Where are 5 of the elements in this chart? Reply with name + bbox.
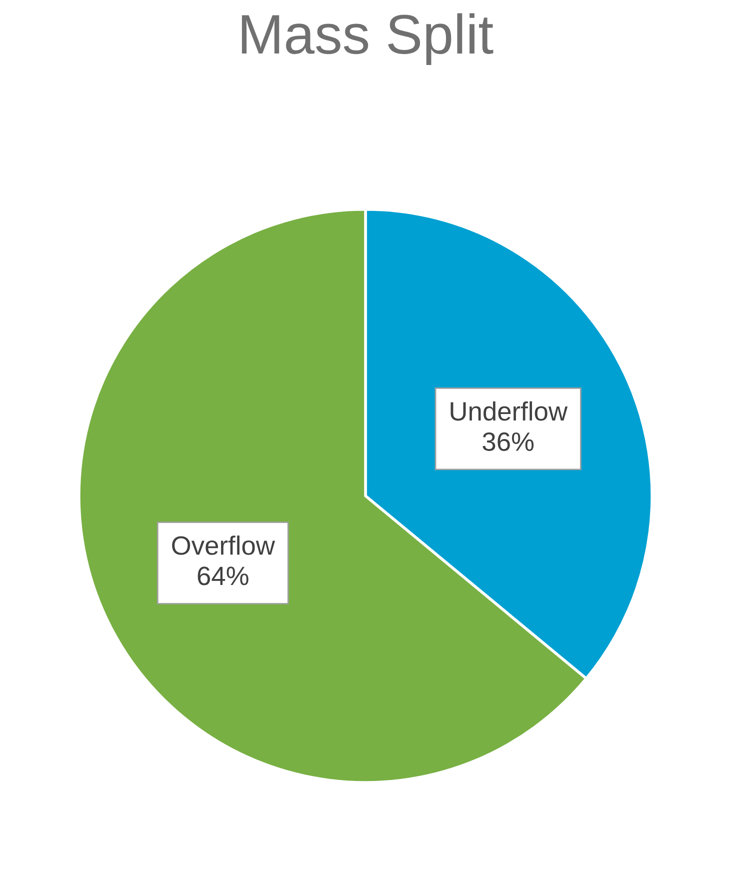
slice-label: Underflow	[450, 401, 568, 421]
chart-title: Mass Split	[242, 13, 494, 66]
slice-label: Overflow	[172, 536, 276, 555]
data-label: 64%	[198, 566, 248, 586]
data-label: 36%	[482, 432, 534, 452]
